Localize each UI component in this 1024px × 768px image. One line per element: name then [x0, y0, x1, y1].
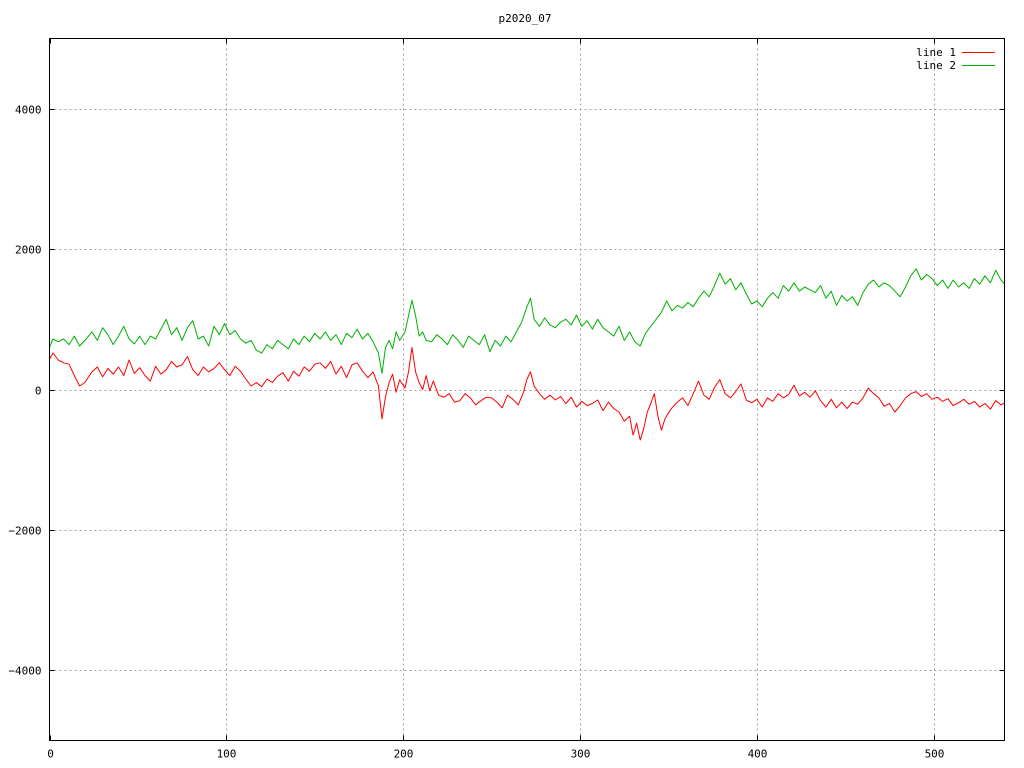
x-tick-label: 500: [925, 748, 945, 761]
x-tick-label: 400: [748, 748, 768, 761]
x-tick-label: 200: [394, 748, 414, 761]
series-line-2: [49, 268, 1005, 374]
grid: [49, 38, 1005, 741]
x-tick-label: 100: [217, 748, 237, 761]
series-line-1: [49, 346, 1005, 441]
y-tick-label: 4000: [15, 104, 42, 117]
chart-title: p2020_07: [499, 12, 552, 25]
y-tick-label: −4000: [8, 665, 41, 678]
legend-label-2: line 2: [916, 59, 956, 72]
y-tick-label: 2000: [15, 244, 42, 257]
series-group: [49, 268, 1005, 441]
plot-frame: [49, 38, 1005, 741]
x-tick-label: 300: [571, 748, 591, 761]
legend-label-1: line 1: [916, 46, 956, 59]
y-tick-label: −2000: [8, 525, 41, 538]
x-tick-label: 0: [47, 748, 54, 761]
y-tick-label: 0: [35, 385, 42, 398]
axis-ticks: 0 100 200 300 400 500 −4000 −2000 0 2000 4000: [8, 38, 1005, 761]
